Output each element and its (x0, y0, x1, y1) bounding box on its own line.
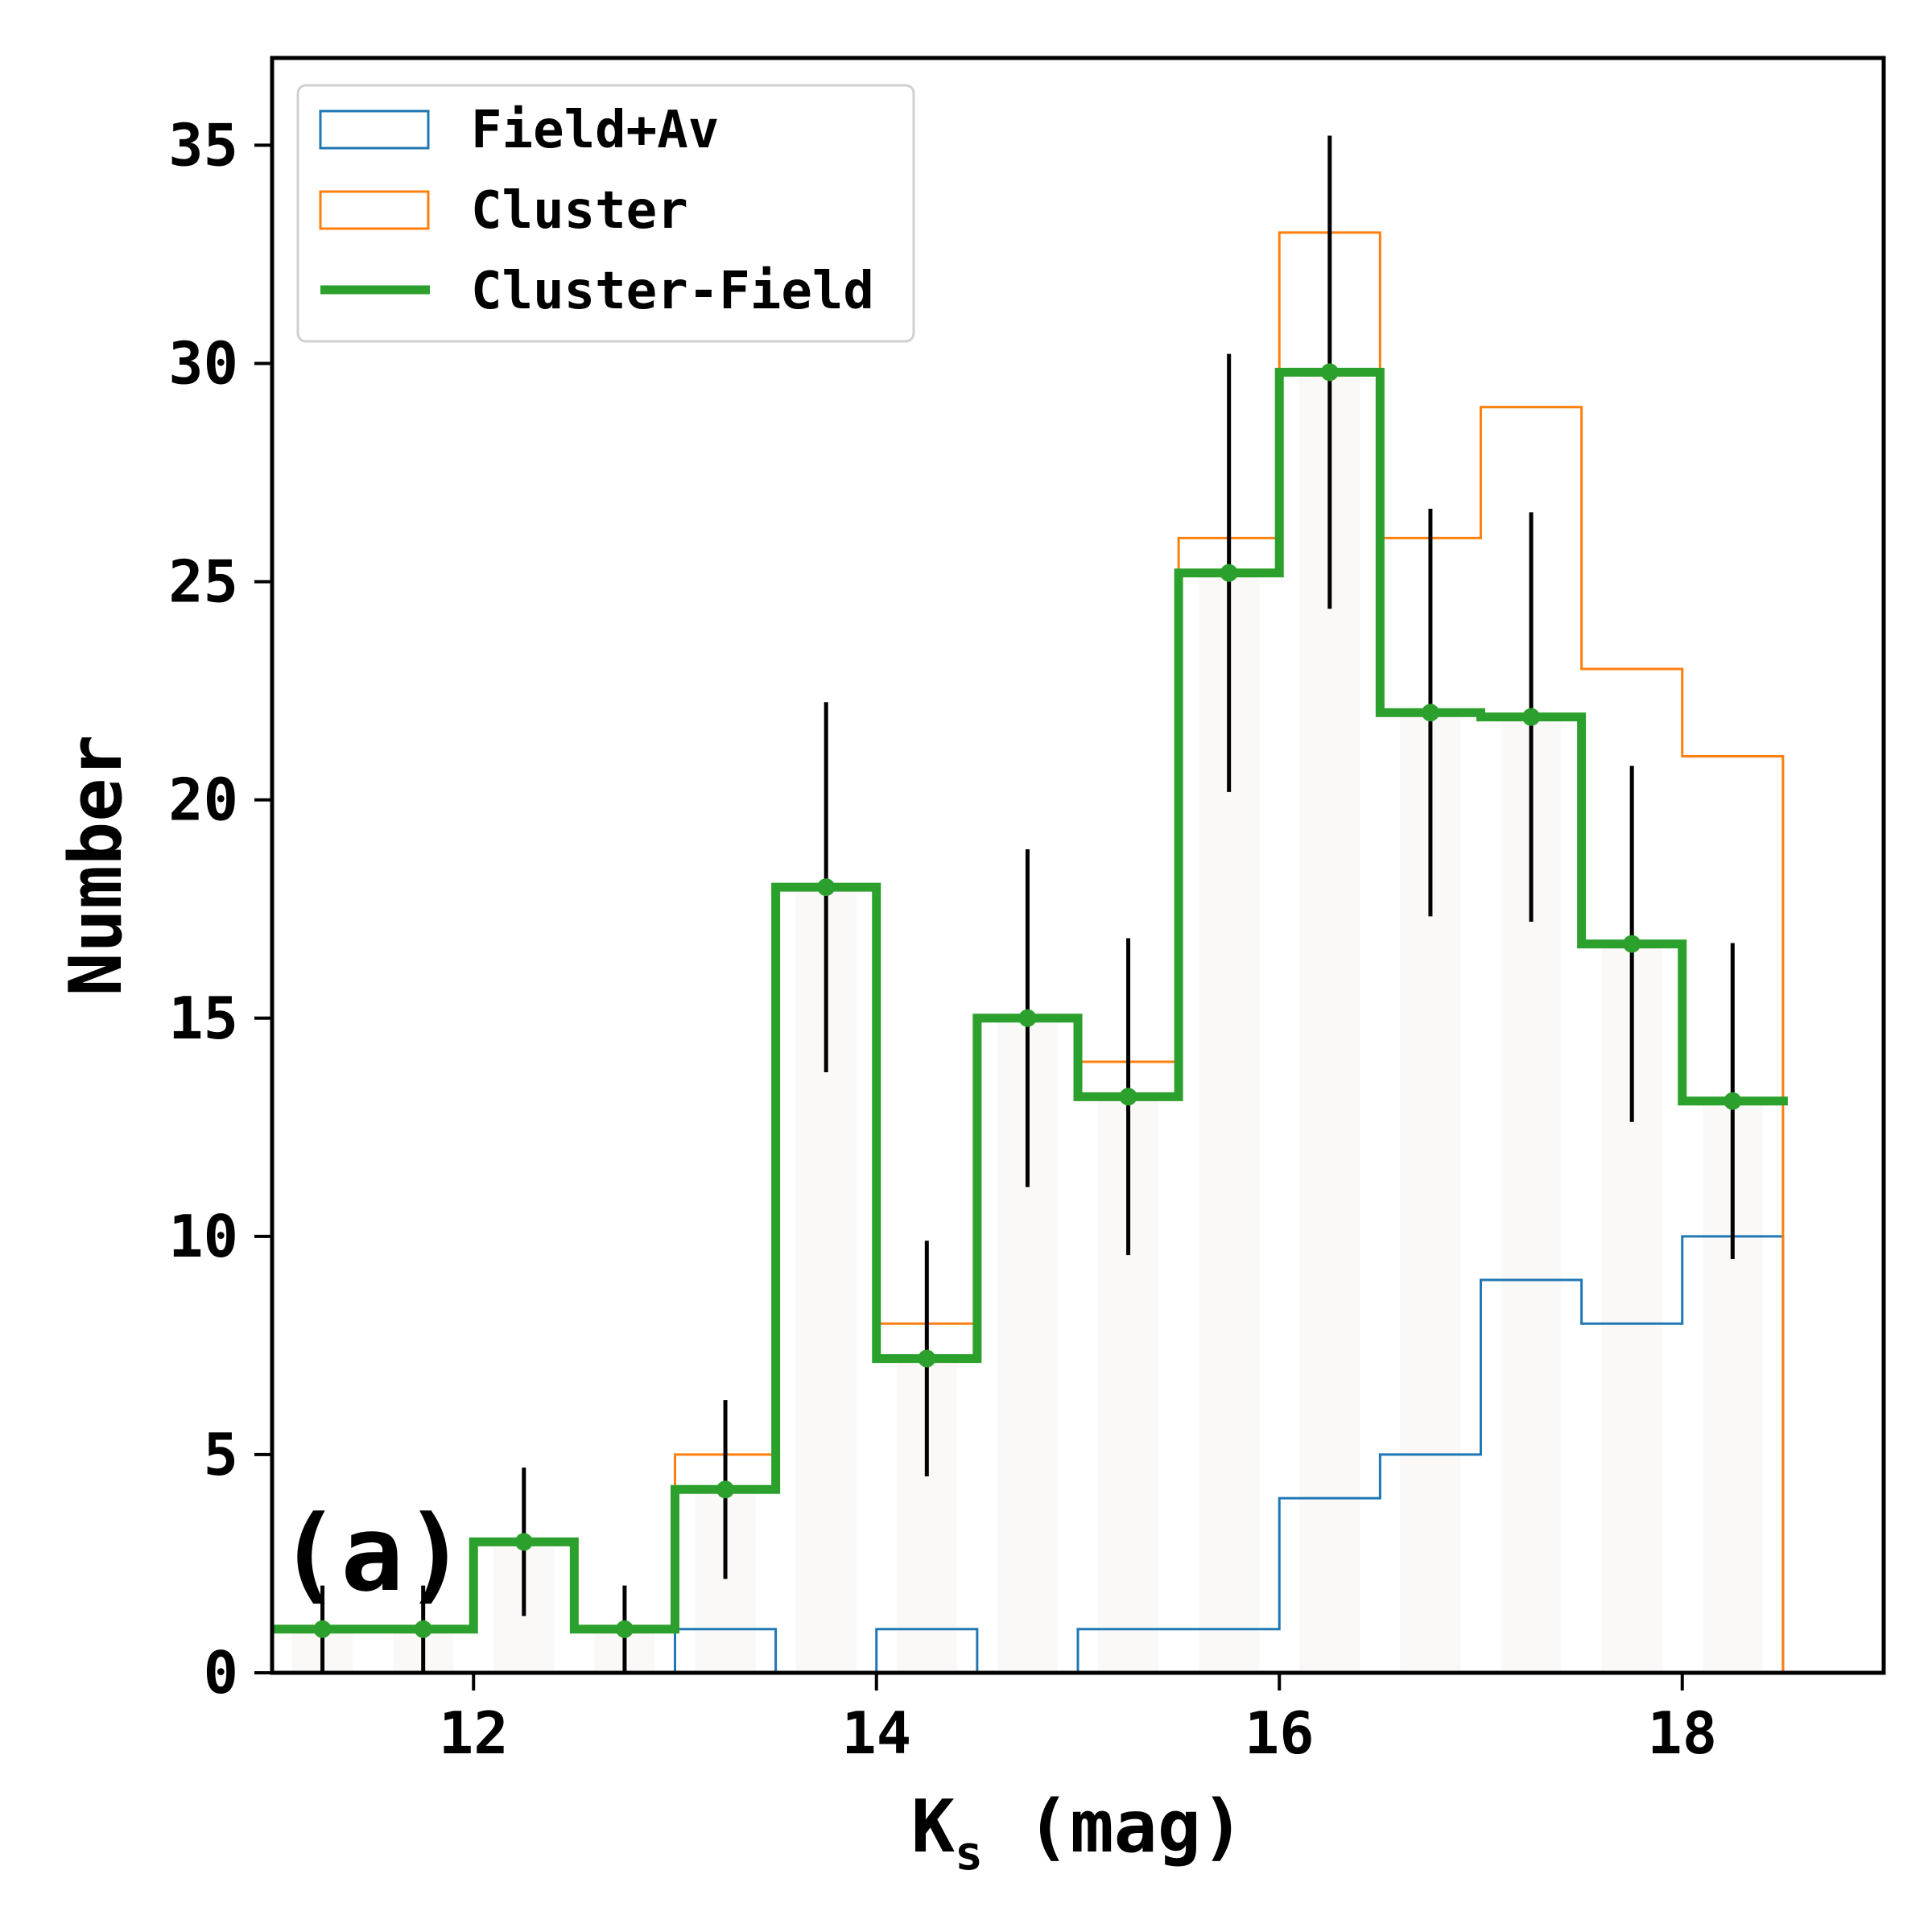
x-axis-ticks: 12 14 16 18 (439, 1673, 1717, 1767)
data-point (1724, 1092, 1742, 1110)
error-bars (313, 135, 1742, 1673)
legend: Field+Av Cluster Cluster-Field (296, 84, 915, 343)
legend-swatch-field-av (319, 109, 430, 150)
panel-label: (a) (278, 1492, 467, 1615)
data-point (1119, 1088, 1137, 1106)
legend-label-cluster-field: Cluster-Field (471, 262, 874, 321)
legend-label-cluster: Cluster (471, 181, 688, 241)
y-tick-label: 20 (168, 766, 238, 834)
y-tick-label: 35 (168, 111, 238, 179)
data-point (1522, 708, 1541, 726)
data-point (1320, 363, 1339, 382)
data-point (514, 1533, 533, 1551)
field-av-step-line (272, 1235, 1785, 1674)
y-tick-label: 0 (204, 1639, 238, 1707)
y-tick-label: 25 (168, 548, 238, 616)
data-point (1018, 1009, 1037, 1027)
cluster-field-histogram (272, 367, 1788, 1634)
data-point (716, 1480, 735, 1499)
data-point (313, 1620, 332, 1638)
data-point (1421, 704, 1439, 722)
legend-swatch-cluster (319, 190, 430, 230)
data-point (918, 1349, 936, 1368)
legend-label-field-av: Field+Av (471, 101, 719, 160)
field-av-histogram (272, 1235, 1785, 1674)
x-tick-label: 16 (1245, 1699, 1315, 1767)
y-axis-label: Number (54, 734, 138, 996)
plot-frame (270, 56, 1886, 1675)
x-tick-label: 18 (1647, 1699, 1717, 1767)
y-tick-label: 30 (168, 330, 238, 398)
data-point (414, 1620, 432, 1638)
cluster-field-step-line (272, 367, 1788, 1634)
y-tick-label: 10 (168, 1203, 238, 1270)
background-bars (292, 372, 1763, 1674)
data-point (1623, 935, 1641, 953)
x-axis-label: Ks (mag) (911, 1785, 1245, 1880)
data-point (615, 1620, 634, 1638)
y-tick-label: 5 (204, 1421, 238, 1488)
y-tick-label: 15 (168, 985, 238, 1052)
x-tick-label: 12 (439, 1699, 509, 1767)
x-tick-label: 14 (841, 1699, 911, 1767)
legend-box (296, 84, 915, 343)
y-axis-ticks: 0 5 10 15 20 25 30 35 (168, 111, 272, 1707)
data-point (817, 878, 836, 897)
data-point (1220, 564, 1238, 582)
